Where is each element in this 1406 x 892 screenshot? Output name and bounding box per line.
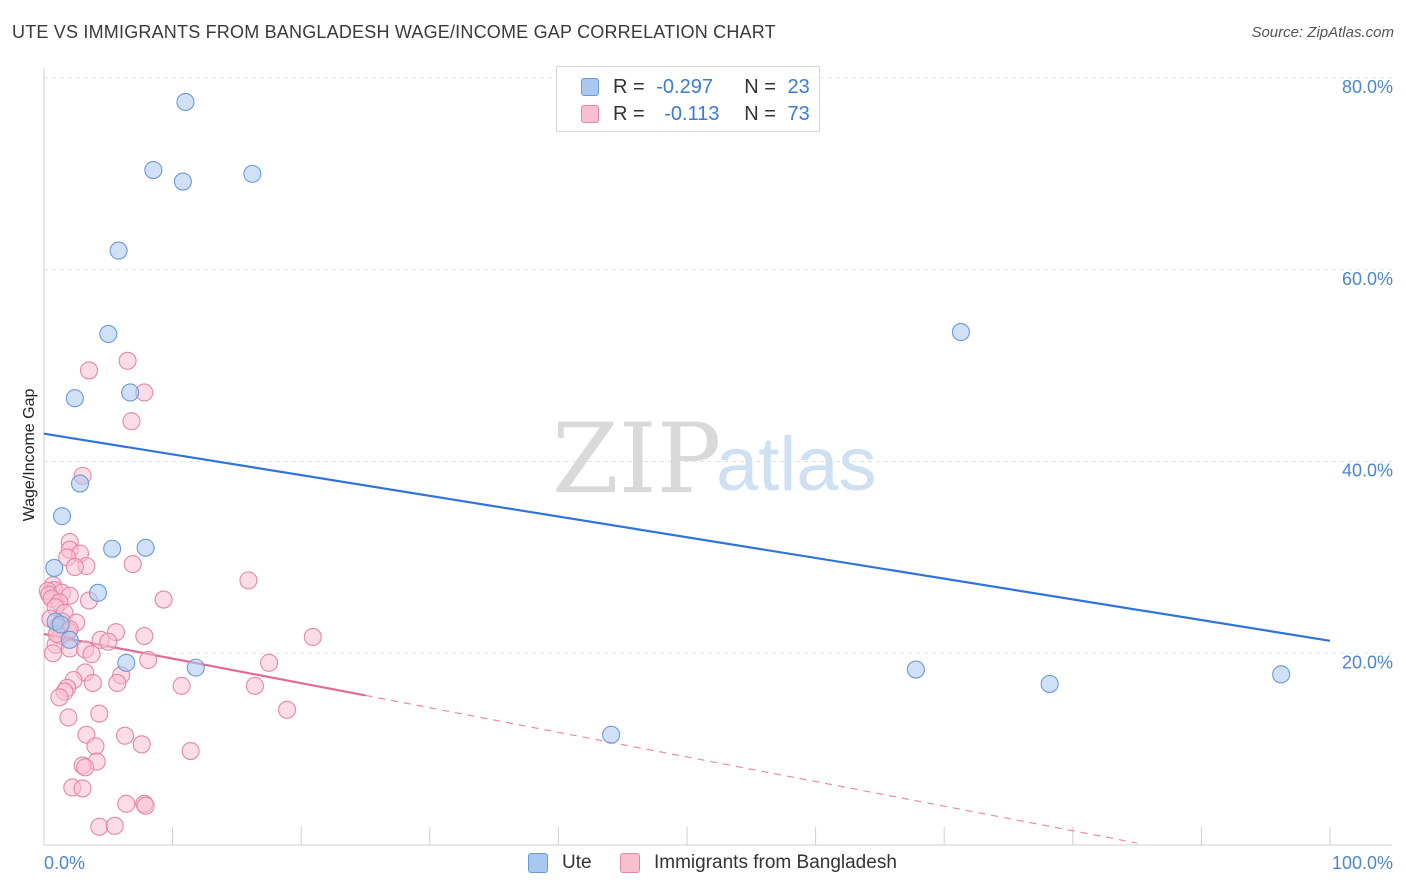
point-bangladesh — [122, 412, 141, 431]
point-bangladesh — [117, 794, 136, 813]
point-bangladesh — [108, 673, 127, 693]
trend-line-ute — [43, 432, 1331, 642]
point-ute — [136, 538, 155, 557]
point-bangladesh — [82, 645, 101, 664]
point-bangladesh — [83, 673, 102, 693]
point-ute — [1272, 665, 1291, 684]
y-tick-label: 20.0% — [1342, 652, 1393, 672]
x-tick-label: 0.0% — [44, 853, 85, 873]
source-label: Source: ZipAtlas.com — [1251, 24, 1394, 41]
y-tick-label: 60.0% — [1342, 269, 1393, 289]
point-bangladesh — [90, 817, 109, 836]
series-legend: Ute Immigrants from Bangladesh — [0, 852, 1406, 878]
trend-line-extension — [365, 694, 1138, 844]
point-bangladesh — [181, 741, 200, 761]
point-bangladesh — [278, 700, 297, 719]
point-bangladesh — [86, 737, 105, 756]
point-ute — [45, 558, 64, 577]
point-bangladesh — [135, 626, 154, 646]
legend-swatch-bangladesh — [581, 105, 599, 123]
legend-n-label: N = — [744, 75, 776, 98]
point-bangladesh — [245, 676, 264, 695]
axes — [43, 68, 1392, 846]
legend-n-label: N = — [744, 102, 776, 125]
point-ute — [906, 660, 925, 679]
point-ute — [176, 92, 195, 112]
grid-lines — [44, 77, 1392, 654]
legend-r-label: R = — [613, 75, 645, 98]
point-ute — [121, 383, 140, 402]
point-bangladesh — [59, 708, 78, 727]
point-ute — [70, 474, 90, 493]
legend-row-bangladesh: R = -0.113 N = 73 — [581, 102, 810, 126]
point-ute — [602, 725, 621, 744]
point-ute — [117, 653, 136, 672]
point-bangladesh — [123, 555, 142, 574]
point-ute — [52, 507, 72, 526]
point-ute — [99, 324, 118, 344]
point-ute — [51, 615, 70, 634]
point-bangladesh — [76, 758, 95, 777]
legend-n-value: 23 — [787, 75, 810, 98]
legend-row-ute: R = -0.297 N = 23 — [581, 75, 810, 99]
y-tick-label: 40.0% — [1342, 461, 1393, 481]
series-swatch-ute — [528, 853, 548, 873]
point-ute — [65, 389, 84, 408]
point-bangladesh — [132, 735, 151, 754]
point-ute — [60, 630, 79, 649]
point-ute — [109, 241, 128, 260]
tick-labels: 20.0% 40.0% 60.0% 80.0% 0.0% 100.0% — [44, 77, 1393, 873]
y-tick-label: 80.0% — [1342, 77, 1393, 97]
point-bangladesh — [259, 653, 279, 672]
point-bangladesh — [154, 590, 173, 609]
series-legend-ute[interactable]: Ute — [528, 852, 592, 874]
point-ute — [103, 539, 122, 558]
point-ute — [243, 164, 262, 183]
stats-legend: R = -0.297 N = 23 R = -0.113 N = 73 — [556, 66, 820, 132]
point-ute — [173, 172, 192, 191]
point-bangladesh — [90, 704, 109, 723]
series-legend-bangladesh[interactable]: Immigrants from Bangladesh — [620, 852, 897, 874]
y-axis-label: Wage/Income Gap — [21, 389, 38, 522]
legend-n-value: 73 — [787, 102, 810, 125]
series-legend-label: Immigrants from Bangladesh — [654, 852, 897, 873]
point-bangladesh — [50, 688, 69, 707]
point-bangladesh — [172, 676, 191, 695]
watermark-zip: ZIP — [552, 403, 721, 515]
legend-r-label: R = — [613, 102, 645, 125]
point-bangladesh — [73, 779, 92, 798]
series-swatch-bangladesh — [620, 853, 640, 873]
point-bangladesh — [239, 571, 258, 590]
legend-r-value: -0.113 — [664, 102, 720, 125]
watermark-atlas: atlas — [716, 422, 877, 507]
point-bangladesh — [65, 557, 84, 577]
point-bangladesh — [43, 644, 63, 663]
chart-title: UTE VS IMMIGRANTS FROM BANGLADESH WAGE/I… — [12, 22, 776, 42]
point-ute — [88, 583, 108, 602]
point-bangladesh — [139, 650, 158, 670]
point-bangladesh — [136, 796, 155, 815]
data-points — [38, 92, 1291, 836]
point-bangladesh — [79, 361, 99, 380]
point-bangladesh — [99, 632, 118, 651]
legend-r-value: -0.297 — [656, 75, 713, 98]
point-ute — [144, 160, 163, 180]
point-bangladesh — [118, 351, 137, 370]
point-ute — [1040, 674, 1059, 693]
point-ute — [951, 323, 970, 342]
point-bangladesh — [303, 627, 322, 647]
point-bangladesh — [105, 816, 124, 835]
series-legend-label: Ute — [562, 852, 592, 873]
legend-swatch-ute — [581, 78, 599, 96]
point-bangladesh — [115, 726, 135, 745]
point-ute — [186, 658, 205, 677]
x-tick-label: 100.0% — [1332, 853, 1393, 873]
